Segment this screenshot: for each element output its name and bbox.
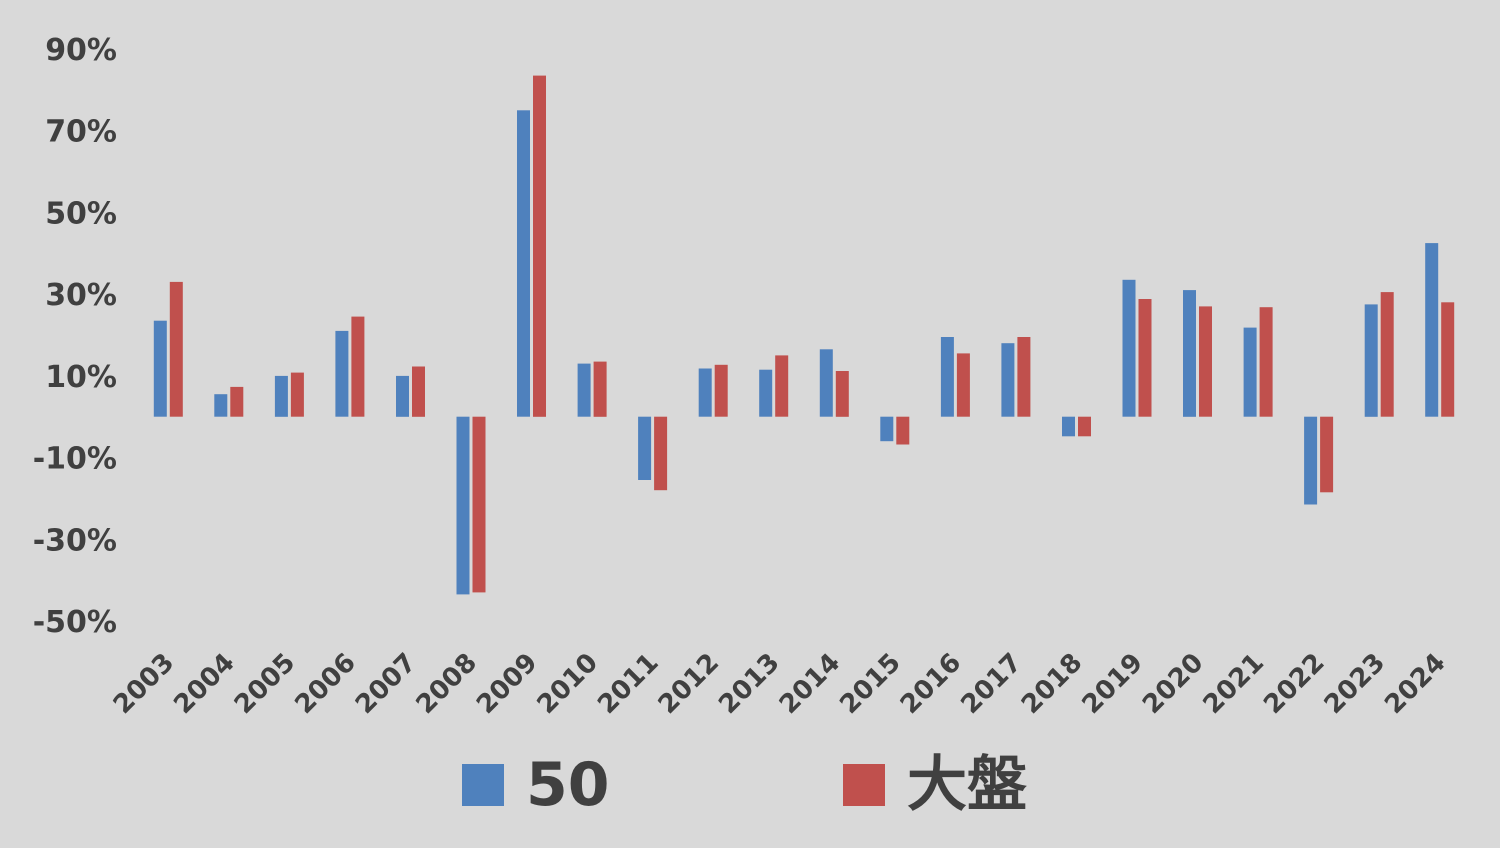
bar-series-1 bbox=[759, 369, 773, 417]
x-tick-label: 2010 bbox=[532, 648, 604, 720]
bar-series-2 bbox=[1320, 416, 1334, 493]
bar-series-2 bbox=[654, 416, 668, 491]
legend-item-series-2: 大盤 bbox=[843, 745, 1027, 825]
y-tick-label: 10% bbox=[45, 360, 117, 395]
bar-series-2 bbox=[896, 416, 910, 445]
legend-swatch-series-1 bbox=[462, 764, 504, 806]
y-tick-label: 50% bbox=[45, 196, 117, 231]
bar-series-2 bbox=[1017, 337, 1031, 417]
x-tick-label: 2020 bbox=[1137, 648, 1209, 720]
legend-item-series-1: 50 bbox=[462, 745, 610, 825]
bar-series-1 bbox=[940, 337, 954, 417]
bar-series-2 bbox=[956, 353, 970, 417]
legend-swatch-series-2 bbox=[843, 764, 885, 806]
bar-series-2 bbox=[1441, 302, 1455, 417]
y-tick-label: 90% bbox=[45, 33, 117, 68]
y-tick-label: -10% bbox=[33, 442, 117, 477]
legend: 50 大盤 bbox=[0, 745, 1500, 825]
bar-series-2 bbox=[412, 366, 425, 417]
bar-series-1 bbox=[456, 416, 470, 595]
x-axis-ticks: 2003200420052006200720082009201020112012… bbox=[108, 648, 1452, 720]
y-tick-label: -50% bbox=[33, 605, 117, 640]
bar-series-1 bbox=[214, 394, 228, 417]
bar-series-1 bbox=[396, 375, 409, 417]
bar-series-1 bbox=[153, 320, 167, 417]
y-tick-label: -30% bbox=[33, 523, 117, 558]
bar-series-1 bbox=[1364, 304, 1378, 417]
bar-series-2 bbox=[714, 364, 728, 417]
legend-label-series-2: 大盤 bbox=[907, 750, 1027, 820]
bar-series-1 bbox=[274, 375, 288, 417]
bar-series-1 bbox=[1425, 243, 1439, 417]
x-tick-label: 2011 bbox=[592, 648, 664, 720]
bar-series-2 bbox=[533, 75, 546, 417]
x-tick-label: 2006 bbox=[289, 648, 361, 720]
x-tick-label: 2015 bbox=[834, 648, 906, 720]
x-tick-label: 2012 bbox=[653, 648, 725, 720]
legend-label-series-1: 50 bbox=[526, 750, 610, 820]
bar-series-1 bbox=[698, 368, 712, 417]
x-tick-label: 2023 bbox=[1319, 648, 1391, 720]
bar-series-1 bbox=[1243, 327, 1257, 417]
bar-series-1 bbox=[819, 349, 833, 417]
bar-series-2 bbox=[1259, 307, 1273, 417]
x-tick-label: 2022 bbox=[1258, 648, 1330, 720]
x-tick-label: 2018 bbox=[1016, 648, 1088, 720]
bar-series-2 bbox=[1138, 299, 1152, 417]
bar-series-1 bbox=[1183, 290, 1196, 417]
x-tick-label: 2014 bbox=[774, 648, 846, 720]
y-tick-label: 30% bbox=[45, 278, 117, 313]
bar-series-2 bbox=[230, 386, 244, 417]
y-axis-ticks: 90% 70% 50% 30% 10% -10% -30% -50% bbox=[33, 33, 117, 640]
x-tick-label: 2004 bbox=[168, 648, 240, 720]
bar-series-2 bbox=[351, 316, 365, 417]
bar-series-2 bbox=[835, 371, 849, 417]
x-tick-label: 2016 bbox=[895, 648, 967, 720]
x-tick-label: 2021 bbox=[1198, 648, 1270, 720]
bar-series-2 bbox=[1078, 416, 1091, 437]
x-tick-label: 2005 bbox=[229, 648, 301, 720]
x-tick-label: 2017 bbox=[955, 648, 1027, 720]
bar-series-1 bbox=[517, 110, 530, 417]
x-tick-label: 2019 bbox=[1077, 648, 1149, 720]
bar-series-1 bbox=[1062, 416, 1075, 437]
bar-series-1 bbox=[577, 363, 591, 417]
bar-series-1 bbox=[1001, 343, 1015, 417]
bar-series-2 bbox=[290, 372, 304, 417]
bar-series-1 bbox=[335, 330, 349, 417]
x-tick-label: 2013 bbox=[713, 648, 785, 720]
bar-series-1 bbox=[638, 416, 652, 480]
bars bbox=[153, 75, 1455, 595]
x-tick-label: 2003 bbox=[108, 648, 180, 720]
bar-series-1 bbox=[1304, 416, 1318, 505]
x-tick-label: 2009 bbox=[471, 648, 543, 720]
x-tick-label: 2024 bbox=[1379, 648, 1451, 720]
y-tick-label: 70% bbox=[45, 115, 117, 150]
bar-series-2 bbox=[1199, 306, 1212, 417]
bar-series-1 bbox=[880, 416, 894, 442]
bar-series-2 bbox=[593, 361, 607, 417]
bar-series-2 bbox=[775, 355, 789, 417]
bar-series-2 bbox=[1380, 292, 1394, 417]
bar-series-2 bbox=[169, 281, 183, 417]
x-tick-label: 2008 bbox=[411, 648, 483, 720]
bar-series-2 bbox=[472, 416, 486, 593]
bar-series-1 bbox=[1122, 279, 1136, 417]
x-tick-label: 2007 bbox=[350, 648, 422, 720]
